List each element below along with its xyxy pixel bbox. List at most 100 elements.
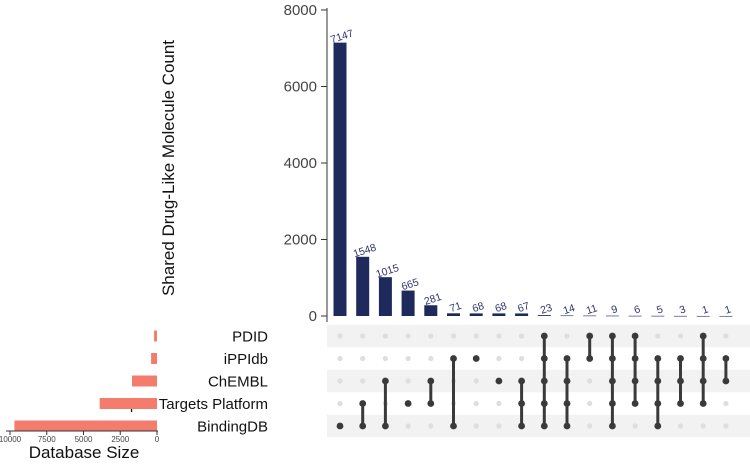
matrix-dot-off: [655, 333, 661, 339]
matrix-dot-on: [518, 422, 525, 430]
intersection-value-label: 23: [539, 302, 554, 317]
y-tick-label: 2000: [284, 232, 317, 249]
set-name: iPPIdb: [224, 351, 268, 368]
matrix-dot-off: [700, 423, 706, 429]
matrix-dot-on: [677, 400, 684, 407]
matrix-dot-off: [382, 355, 388, 362]
matrix-dot-off: [564, 333, 570, 339]
matrix-dot-on: [427, 400, 435, 407]
matrix-stripe: [327, 324, 750, 348]
matrix-dot-on: [699, 332, 707, 340]
matrix-dot-on: [540, 400, 548, 407]
matrix-dot-on: [586, 355, 594, 362]
matrix-dot-off: [405, 423, 411, 429]
matrix-dot-off: [632, 423, 638, 429]
matrix-dot-off: [360, 355, 366, 362]
intersection-value-label: 11: [585, 302, 599, 317]
set-name: PDID: [232, 329, 268, 346]
intersection-bar: [447, 313, 460, 316]
set-name: BindingDB: [197, 419, 268, 436]
set-size-bar: [14, 420, 157, 432]
matrix-dot-on: [631, 332, 639, 340]
set-tick-label: 5000: [75, 435, 93, 444]
intersection-value-label: 1: [701, 303, 710, 316]
matrix-dot-on: [359, 400, 367, 407]
matrix-dot-off: [473, 423, 479, 429]
matrix-dot-off: [360, 333, 366, 339]
matrix-dot-on: [540, 332, 548, 340]
matrix-dot-on: [677, 377, 684, 385]
matrix-dot-off: [519, 333, 525, 339]
intersection-bar: [492, 313, 506, 316]
intersection-value-label: 665: [400, 276, 421, 293]
intersection-value-label: 281: [423, 291, 444, 308]
matrix-dot-off: [519, 355, 525, 362]
matrix-dot-on: [699, 355, 707, 362]
matrix-dot-on: [654, 400, 662, 407]
y-axis: 0 2000 4000 6000 8000: [284, 2, 328, 325]
intersection-value-label: 1: [723, 303, 732, 316]
y-tick-label: 6000: [284, 79, 317, 96]
matrix-dot-on: [631, 355, 639, 362]
matrix-dot-off: [450, 333, 457, 339]
matrix-dot-off: [496, 333, 502, 339]
intersection-bar: [378, 277, 392, 316]
matrix-dot-off: [723, 333, 729, 339]
set-size-axis: 10000 7500 5000 2500 0: [0, 430, 160, 444]
matrix-dot-off: [337, 378, 343, 384]
intersection-bars: [333, 42, 733, 317]
matrix-dot-on: [699, 400, 707, 407]
matrix-dot-on: [563, 355, 571, 362]
matrix-dot-on: [450, 355, 457, 362]
matrix-stripe: [327, 414, 750, 438]
set-tick-label: 0: [155, 435, 160, 444]
intersection-bar: [560, 315, 574, 317]
set-size-bar: [151, 353, 157, 364]
intersection-bar: [605, 315, 619, 317]
intersection-bar: [424, 305, 438, 316]
matrix-dot-on: [654, 355, 662, 362]
set-size-bar: [99, 398, 157, 409]
matrix-dot-off: [337, 400, 343, 407]
intersection-bar: [356, 256, 370, 316]
matrix-dot-on: [495, 377, 503, 385]
matrix-dot-off: [337, 333, 343, 339]
matrix-dot-on: [722, 377, 730, 385]
matrix-dot-off: [496, 355, 502, 362]
set-tick-label: 2500: [111, 435, 129, 444]
matrix-dot-off: [587, 423, 593, 429]
intersection-bar: [401, 290, 415, 316]
intersection-value-label: 14: [562, 302, 577, 317]
matrix-dot-on: [654, 377, 662, 385]
intersection-bar: [674, 315, 687, 317]
intersection-bar: [651, 315, 665, 317]
matrix-dot-off: [677, 333, 684, 339]
matrix-dot-off: [473, 400, 479, 407]
matrix-stripes: [327, 324, 750, 438]
matrix-dot-on: [336, 422, 344, 430]
matrix-dot-on: [609, 332, 616, 340]
set-tick-label: 7500: [38, 435, 56, 444]
matrix-stripe: [327, 369, 750, 393]
intersection-value-label: 68: [471, 300, 486, 315]
intersection-bar: [719, 315, 733, 317]
matrix-dot-on: [563, 400, 571, 407]
matrix-dot-on: [609, 422, 616, 430]
intersection-value-label: 71: [448, 300, 463, 315]
matrix-dot-off: [496, 423, 502, 429]
y-tick-label: 0: [309, 308, 317, 325]
matrix-dot-on: [472, 355, 480, 362]
matrix-dot-off: [428, 333, 434, 339]
matrix-dot-on: [631, 400, 639, 407]
matrix-dot-off: [428, 423, 434, 429]
set-size-bar: [132, 375, 157, 387]
intersection-matrix: [336, 332, 730, 430]
y-tick-label: 8000: [284, 2, 317, 19]
matrix-dot-off: [405, 355, 411, 362]
matrix-dot-off: [496, 400, 502, 407]
intersection-value-label: 67: [516, 300, 531, 315]
matrix-dot-off: [337, 355, 343, 362]
matrix-dot-off: [587, 378, 593, 384]
intersection-value-label: 6: [633, 303, 642, 316]
